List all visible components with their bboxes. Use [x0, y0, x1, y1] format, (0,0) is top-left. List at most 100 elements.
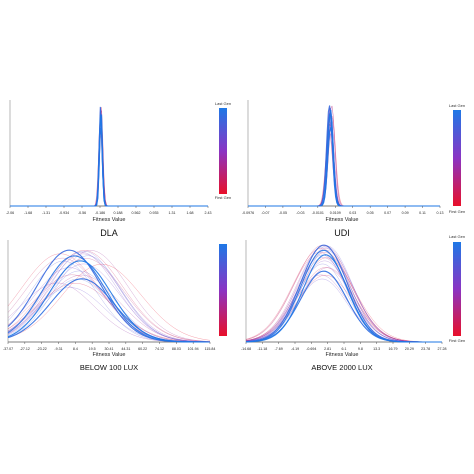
x-tick-label: 0.935 — [150, 211, 159, 215]
x-tick-label: 0.13 — [437, 211, 444, 215]
generation-density-curve — [248, 105, 440, 207]
chart-title: DLA — [100, 228, 118, 238]
generation-density-curve — [248, 123, 440, 207]
x-tick-label: 2.43 — [205, 211, 212, 215]
x-tick-label: -0.0101 — [312, 211, 324, 215]
x-tick-label: 13.3 — [373, 347, 380, 351]
generation-density-curve — [10, 119, 208, 207]
x-tick-label: 8.4 — [73, 347, 78, 351]
x-tick-label: -37.07 — [3, 347, 13, 351]
generation-density-curve — [248, 109, 440, 207]
x-tick-label: -0.07 — [261, 211, 269, 215]
generation-density-curve — [10, 130, 208, 207]
generation-density-curve — [10, 132, 208, 207]
generation-density-curve — [248, 107, 440, 207]
generation-density-curve — [248, 109, 440, 207]
x-axis-label: Fitness Value — [93, 352, 126, 358]
generation-density-curve — [10, 117, 208, 207]
generation-density-curve — [248, 111, 440, 207]
x-tick-label: -4.19 — [291, 347, 299, 351]
generation-density-curve — [248, 129, 440, 207]
generation-density-curve — [10, 112, 208, 207]
x-tick-label: -0.694 — [306, 347, 316, 351]
x-axis-label: Fitness Value — [326, 217, 359, 223]
curves — [7, 249, 211, 343]
generation-density-curve — [10, 115, 208, 207]
generation-density-curve — [7, 263, 211, 343]
x-tick-label: 1.68 — [187, 211, 194, 215]
generation-density-curve — [248, 127, 440, 207]
generation-density-curve — [248, 105, 440, 207]
x-tick-label: 6.1 — [342, 347, 347, 351]
x-tick-label: -27.12 — [20, 347, 30, 351]
x-tick-label: 115.84 — [205, 347, 216, 351]
x-tick-label: 0.0109 — [330, 211, 341, 215]
curves — [248, 105, 440, 207]
generation-density-curve — [10, 106, 208, 207]
generation-density-curve — [10, 110, 208, 207]
generation-density-curve — [248, 115, 440, 207]
colorbar-bottom-label: First Gen — [449, 209, 465, 214]
x-axis-label: Fitness Value — [326, 352, 359, 358]
chart-title: UDI — [334, 228, 350, 238]
x-tick-label: 16.79 — [389, 347, 398, 351]
colorbar-top-label: Last Gen — [215, 101, 231, 106]
x-tick-label: 0.11 — [419, 211, 426, 215]
generation-density-curve — [245, 257, 443, 343]
x-ticks: -0.0976 -0.07 -0.05 -0.03 -0.0101 0.0109 0.03 0… — [242, 206, 444, 215]
x-tick-label: 60.22 — [138, 347, 147, 351]
generation-density-curve — [10, 123, 208, 207]
x-tick-label: -14.68 — [241, 347, 251, 351]
generation-density-curve — [10, 127, 208, 207]
x-tick-label: 44.31 — [121, 347, 130, 351]
colorbar — [453, 110, 461, 206]
generation-density-curve — [10, 109, 208, 207]
curves — [245, 244, 443, 343]
x-tick-label: 0.188 — [114, 211, 123, 215]
generation-density-curve — [245, 267, 442, 343]
generation-density-curve — [7, 283, 211, 343]
colorbar-bottom-label: First Gen — [449, 338, 465, 343]
generation-density-curve — [248, 107, 440, 207]
colorbar — [453, 242, 461, 336]
x-tick-label: -23.22 — [37, 347, 47, 351]
generation-density-curve — [248, 113, 440, 207]
x-tick-label: -1.31 — [42, 211, 50, 215]
generation-density-curve — [10, 127, 208, 207]
generation-density-curve — [248, 118, 440, 207]
x-tick-label: -0.934 — [59, 211, 69, 215]
generation-density-curve — [248, 120, 440, 207]
generation-density-curve — [7, 250, 211, 343]
generation-density-curve — [10, 111, 208, 207]
x-tick-label: -0.05 — [279, 211, 287, 215]
colorbar — [219, 108, 227, 194]
colorbar-top-label: Last Gen — [449, 103, 465, 108]
x-tick-label: -0.186 — [95, 211, 105, 215]
colorbar — [219, 244, 227, 336]
chart-panel-below-100-lux: -37.07 -27.12 -23.22 -9.31 8.4 19.5 30.41 44.31… — [3, 240, 227, 372]
x-tick-label: 2.81 — [324, 347, 331, 351]
x-ticks: -14.68 -11.18 -7.69 -4.19 -0.694 2.81 6.1 9.8 13… — [241, 342, 447, 351]
generation-density-curve — [248, 113, 440, 207]
curves — [10, 106, 208, 207]
x-ticks: -2.06 -1.68 -1.31 -0.934 -0.56 -0.186 0.188 0.5… — [6, 206, 212, 215]
x-tick-label: -11.18 — [257, 347, 267, 351]
x-tick-label: 23.78 — [421, 347, 430, 351]
generation-density-curve — [10, 115, 208, 207]
x-tick-label: 88.03 — [172, 347, 181, 351]
x-tick-label: 1.31 — [169, 211, 176, 215]
x-tick-label: 0.05 — [367, 211, 374, 215]
x-axis-label: Fitness Value — [93, 217, 126, 223]
x-tick-label: 30.41 — [105, 347, 114, 351]
x-tick-label: 9.8 — [358, 347, 363, 351]
x-tick-label: 0.03 — [349, 211, 356, 215]
chart-panel-udi: -0.0976 -0.07 -0.05 -0.03 -0.0101 0.0109 0.03 0… — [242, 100, 465, 238]
x-tick-label: 0.09 — [402, 211, 409, 215]
x-tick-label: 101.94 — [188, 347, 199, 351]
x-tick-label: 27.28 — [438, 347, 447, 351]
generation-density-curve — [10, 127, 208, 207]
generation-density-curve — [7, 255, 211, 343]
generation-density-curve — [248, 132, 440, 207]
chart-panel-above-2000-lux: -14.68 -11.18 -7.69 -4.19 -0.694 2.81 6.1 9.8 13… — [241, 234, 465, 372]
x-tick-label: -7.69 — [275, 347, 283, 351]
